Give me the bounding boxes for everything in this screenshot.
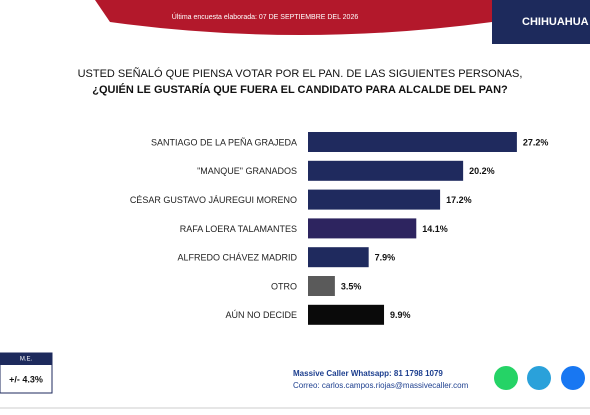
header-band <box>95 0 492 35</box>
value-label: 20.2% <box>469 166 495 176</box>
value-label: 7.9% <box>375 253 396 263</box>
bar-chart: SANTIAGO DE LA PEÑA GRAJEDA 27.2% "MANQUE"… <box>130 132 549 325</box>
email: Correo: carlos.campos.riojas@massivecall… <box>293 381 469 390</box>
category-label: SANTIAGO DE LA PEÑA GRAJEDA <box>151 137 297 147</box>
value-label: 14.1% <box>422 224 448 234</box>
whatsapp: Massive Caller Whatsapp: 81 1798 1079 <box>293 369 443 378</box>
bar <box>308 304 385 325</box>
bar <box>308 276 335 296</box>
region-band <box>492 0 590 44</box>
bar <box>308 218 417 239</box>
value-label: 9.9% <box>390 310 411 320</box>
bar <box>308 189 441 210</box>
chart-title: USTED SEÑALÓ QUE PIENSA VOTAR POR EL PAN… <box>78 67 523 80</box>
bar <box>308 132 517 152</box>
value-label: 3.5% <box>341 281 362 291</box>
survey-date: Última encuesta elaborada: 07 DE SEPTIEM… <box>172 12 359 21</box>
category-label: OTRO <box>271 281 297 291</box>
value-label: 27.2% <box>523 137 549 147</box>
facebook-icon[interactable] <box>561 366 585 390</box>
bar <box>308 247 369 268</box>
bar <box>308 160 464 181</box>
category-label: "MANQUE" GRANADOS <box>197 166 297 176</box>
category-label: RAFA LOERA TALAMANTES <box>180 224 297 234</box>
region: CHIHUAHUA <box>522 16 589 28</box>
category-label: ALFREDO CHÁVEZ MADRID <box>177 253 297 263</box>
telegram-icon[interactable] <box>527 366 551 390</box>
category-label: CÉSAR GUSTAVO JÁUREGUI MORENO <box>130 195 297 205</box>
margin-label: M.E. <box>20 357 33 363</box>
margin-value: +/- 4.3% <box>9 374 43 384</box>
margin-header <box>0 353 52 365</box>
value-label: 17.2% <box>446 195 472 205</box>
chart-subtitle: ¿QUIÉN LE GUSTARÍA QUE FUERA EL CANDIDAT… <box>92 83 508 96</box>
whatsapp-icon[interactable] <box>494 366 518 390</box>
category-label: AÚN NO DECIDE <box>225 310 297 320</box>
